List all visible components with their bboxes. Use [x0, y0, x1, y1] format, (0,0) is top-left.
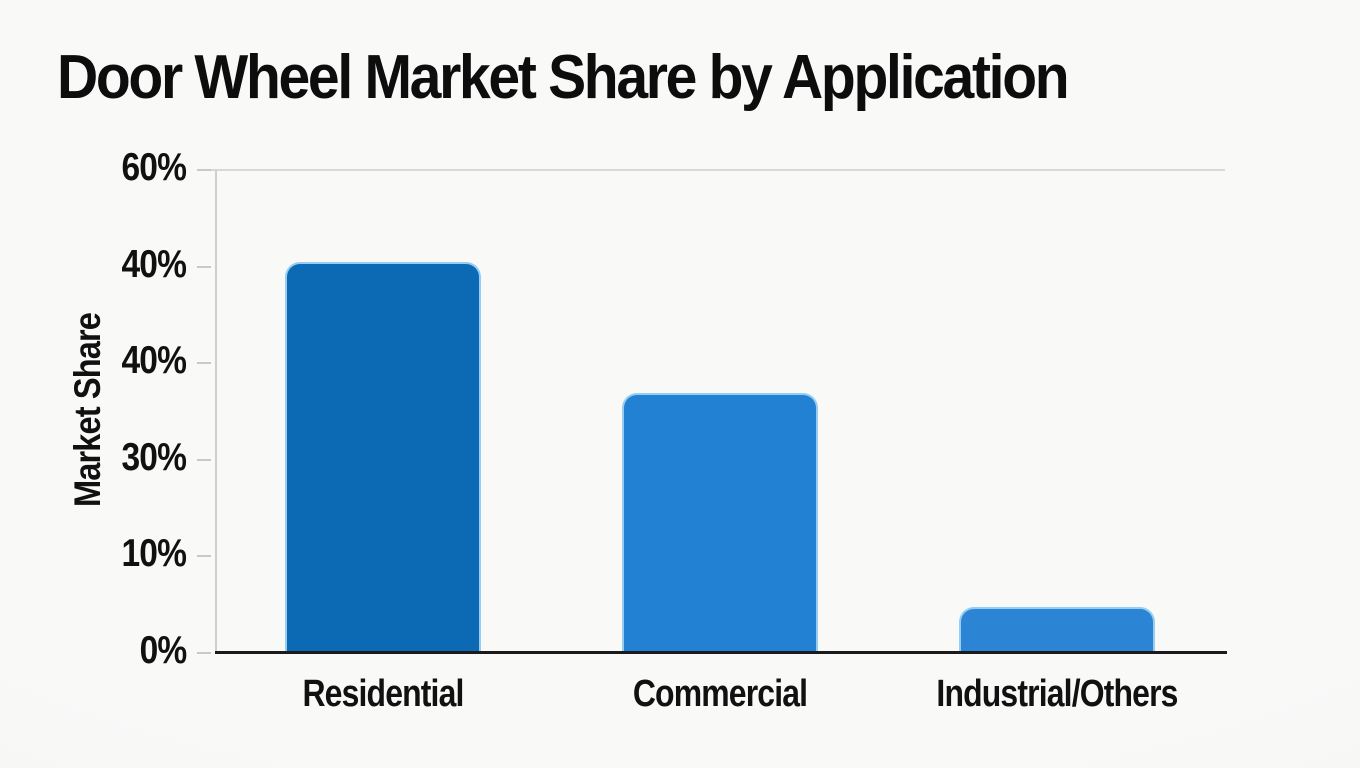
y-tick-mark: [197, 458, 211, 461]
top-gridline: [201, 169, 1225, 171]
y-tick-mark: [197, 169, 211, 171]
y-tick-label: 60%: [121, 146, 186, 190]
y-tick-mark: [197, 652, 211, 654]
y-tick-mark: [197, 362, 211, 365]
y-tick-label: 30%: [121, 436, 186, 480]
y-tick-mark: [197, 265, 211, 268]
chart-title: Door Wheel Market Share by Application: [57, 43, 1070, 112]
y-axis-line: [215, 170, 217, 653]
x-category-label: Residential: [302, 673, 465, 715]
bar-commercial: [622, 393, 818, 653]
y-tick-mark: [197, 555, 211, 558]
x-axis-line: [215, 651, 1227, 654]
plot-area: 60% 40% 40% 30% 10% 0% Residential Commercial I…: [121, 146, 1227, 715]
bar-industrial-others: [958, 607, 1155, 653]
bar-residential: [285, 261, 482, 653]
y-tick-label: 0%: [139, 629, 187, 673]
y-tick-label: 40%: [121, 339, 186, 383]
y-tick-label: 40%: [121, 242, 186, 286]
x-category-label: Commercial: [632, 673, 808, 715]
y-axis-title: Market Share: [67, 313, 108, 507]
x-category-label: Industrial/Others: [936, 673, 1178, 715]
y-tick-label: 10%: [121, 532, 186, 576]
